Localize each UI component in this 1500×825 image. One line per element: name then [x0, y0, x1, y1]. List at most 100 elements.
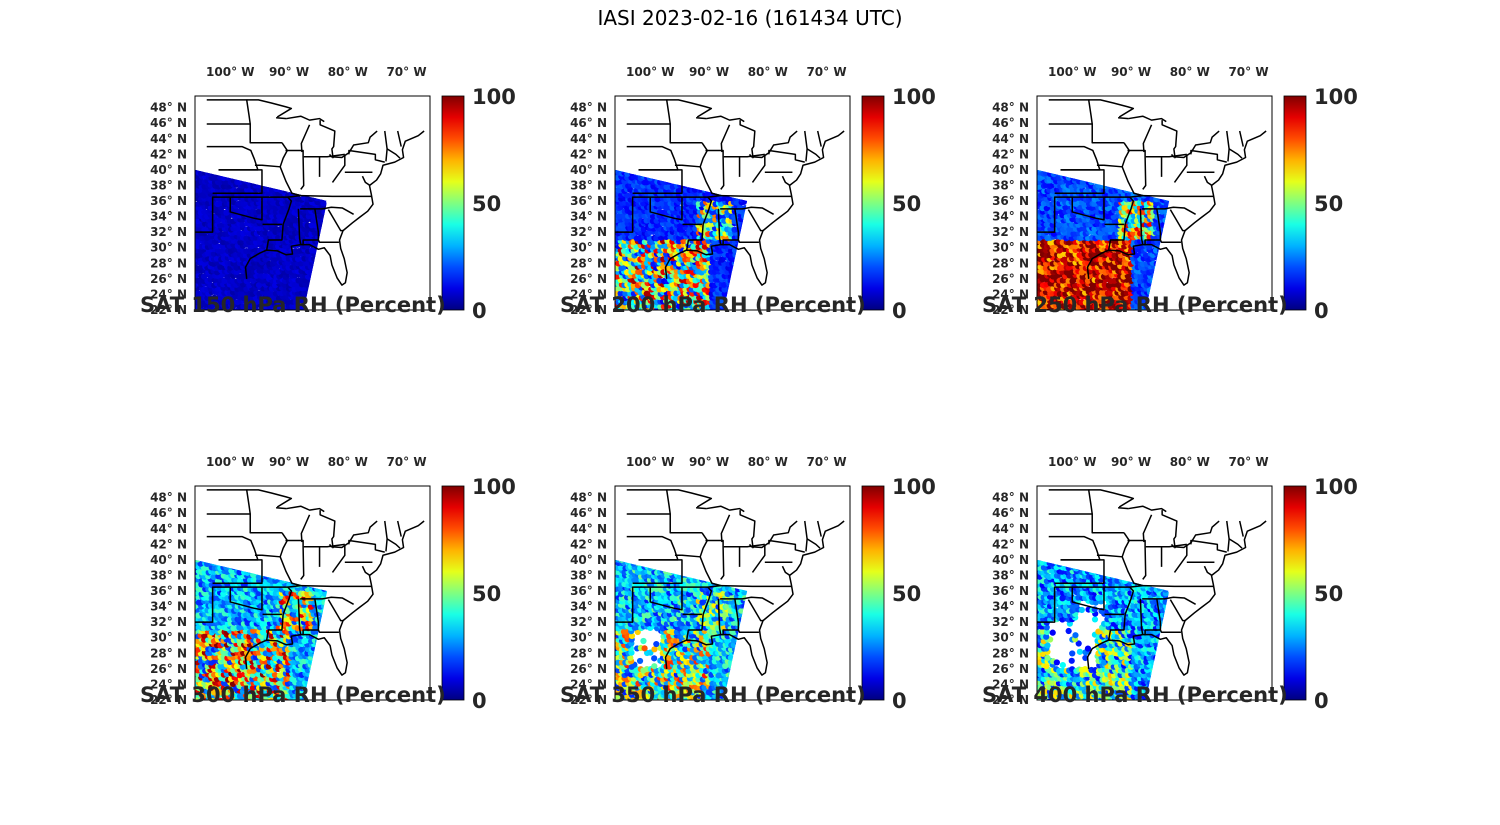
lat-tick-label: 28° N [992, 256, 1029, 270]
colorbar [1283, 95, 1307, 311]
state-border [626, 123, 702, 144]
lat-tick-label: 38° N [992, 178, 1029, 192]
lat-tick-label: 28° N [150, 256, 187, 270]
map-frame [194, 95, 431, 311]
map-panel-300: 100° W 90° W 80° W 70° W 48° N 46° N 44° N 42° … [140, 453, 516, 733]
lat-tick-label: 24° N [992, 287, 1029, 301]
map-frame [614, 95, 851, 311]
map-frame [1036, 95, 1273, 311]
lon-tick-label: 70° W [386, 65, 426, 79]
rh-point [317, 213, 324, 220]
state-border [1161, 120, 1178, 159]
state-border [751, 154, 766, 183]
state-border [781, 175, 791, 187]
state-border [1170, 130, 1220, 159]
lon-tick-label: 70° W [1228, 65, 1268, 79]
lat-tick-label: 30° N [570, 241, 607, 255]
lat-tick-label: 24° N [570, 287, 607, 301]
lat-tick-label: 22° N [570, 303, 607, 317]
state-boundaries [1037, 99, 1267, 286]
colorbar [441, 95, 465, 311]
rh-point [1107, 289, 1115, 296]
lat-tick-label: 34° N [150, 210, 187, 224]
lat-tick-label: 42° N [570, 147, 607, 161]
state-border [384, 130, 388, 162]
rh-point [271, 671, 279, 679]
state-border [1121, 166, 1144, 198]
lat-tick-label: 48° N [150, 101, 187, 115]
state-border [1142, 194, 1214, 198]
lon-tick-label: 100° W [206, 65, 254, 79]
state-border [206, 123, 282, 144]
rh-point [634, 294, 641, 302]
state-border [327, 209, 344, 232]
state-border [1169, 209, 1186, 232]
state-border [747, 209, 764, 232]
state-border [1159, 239, 1181, 244]
rh-point [653, 307, 660, 310]
panel-label: SAT 150 hPa RH (Percent) [140, 293, 446, 317]
lon-tick-label: 100° W [626, 65, 674, 79]
state-border [737, 239, 759, 244]
rh-point [615, 169, 618, 173]
state-border [1118, 117, 1129, 120]
state-border [705, 149, 725, 190]
lon-tick-label: 70° W [806, 65, 846, 79]
rh-point [621, 242, 628, 249]
lat-tick-label: 34° N [570, 210, 607, 224]
lat-tick-label: 22° N [150, 303, 187, 317]
state-border [319, 120, 336, 159]
map-panel-200: 100° W 90° W 80° W 70° W 48° N 46° N 44° N 42° … [560, 63, 936, 343]
lat-tick-label: 48° N [992, 101, 1029, 115]
state-border [816, 130, 822, 147]
state-border [1203, 175, 1213, 187]
colorbar-tick-label: 0 [892, 299, 907, 323]
state-border [1048, 99, 1093, 125]
lat-tick-label: 48° N [570, 101, 607, 115]
state-border [626, 99, 671, 125]
lat-tick-label: 28° N [570, 256, 607, 270]
state-border [615, 196, 683, 233]
colorbar-tick-label: 0 [1314, 299, 1329, 323]
lat-tick-label: 40° N [150, 163, 187, 177]
lat-tick-label: 46° N [570, 116, 607, 130]
lat-tick-label: 38° N [570, 178, 607, 192]
state-border [386, 148, 401, 159]
state-border [1127, 149, 1147, 190]
state-border [285, 149, 305, 190]
lat-tick-label: 30° N [992, 241, 1029, 255]
rh-point [617, 290, 624, 297]
coastline [244, 130, 425, 286]
state-border [696, 117, 707, 120]
state-border [206, 99, 251, 125]
rh-point [656, 277, 663, 284]
state-border [206, 145, 259, 171]
lat-tick-label: 42° N [992, 147, 1029, 161]
lat-tick-label: 32° N [150, 225, 187, 239]
rh-point [1055, 221, 1062, 228]
rh-point [1084, 277, 1092, 285]
rh-point [1091, 200, 1098, 207]
state-border [286, 115, 325, 123]
lon-tick-label: 90° W [689, 65, 729, 79]
state-border [738, 153, 765, 177]
rh-point [195, 680, 198, 688]
state-border [1088, 99, 1135, 118]
lat-tick-label: 24° N [150, 287, 187, 301]
state-border [748, 130, 798, 159]
rh-point [733, 199, 741, 206]
panel-label: SAT 200 hPa RH (Percent) [560, 293, 866, 317]
map-panel-150: 100° W 90° W 80° W 70° W 48° N 46° N 44° N 42° … [140, 63, 516, 343]
state-border [1048, 145, 1101, 171]
state-border [717, 208, 722, 245]
lat-tick-label: 46° N [992, 116, 1029, 130]
colorbar [861, 95, 885, 311]
state-border [1160, 153, 1187, 177]
state-border [1142, 124, 1153, 153]
state-border [297, 208, 302, 245]
colorbar-tick-label: 100 [892, 85, 936, 109]
state-border [806, 148, 821, 159]
state-border [1128, 115, 1167, 123]
coastline [1086, 130, 1267, 286]
lat-tick-label: 36° N [570, 194, 607, 208]
